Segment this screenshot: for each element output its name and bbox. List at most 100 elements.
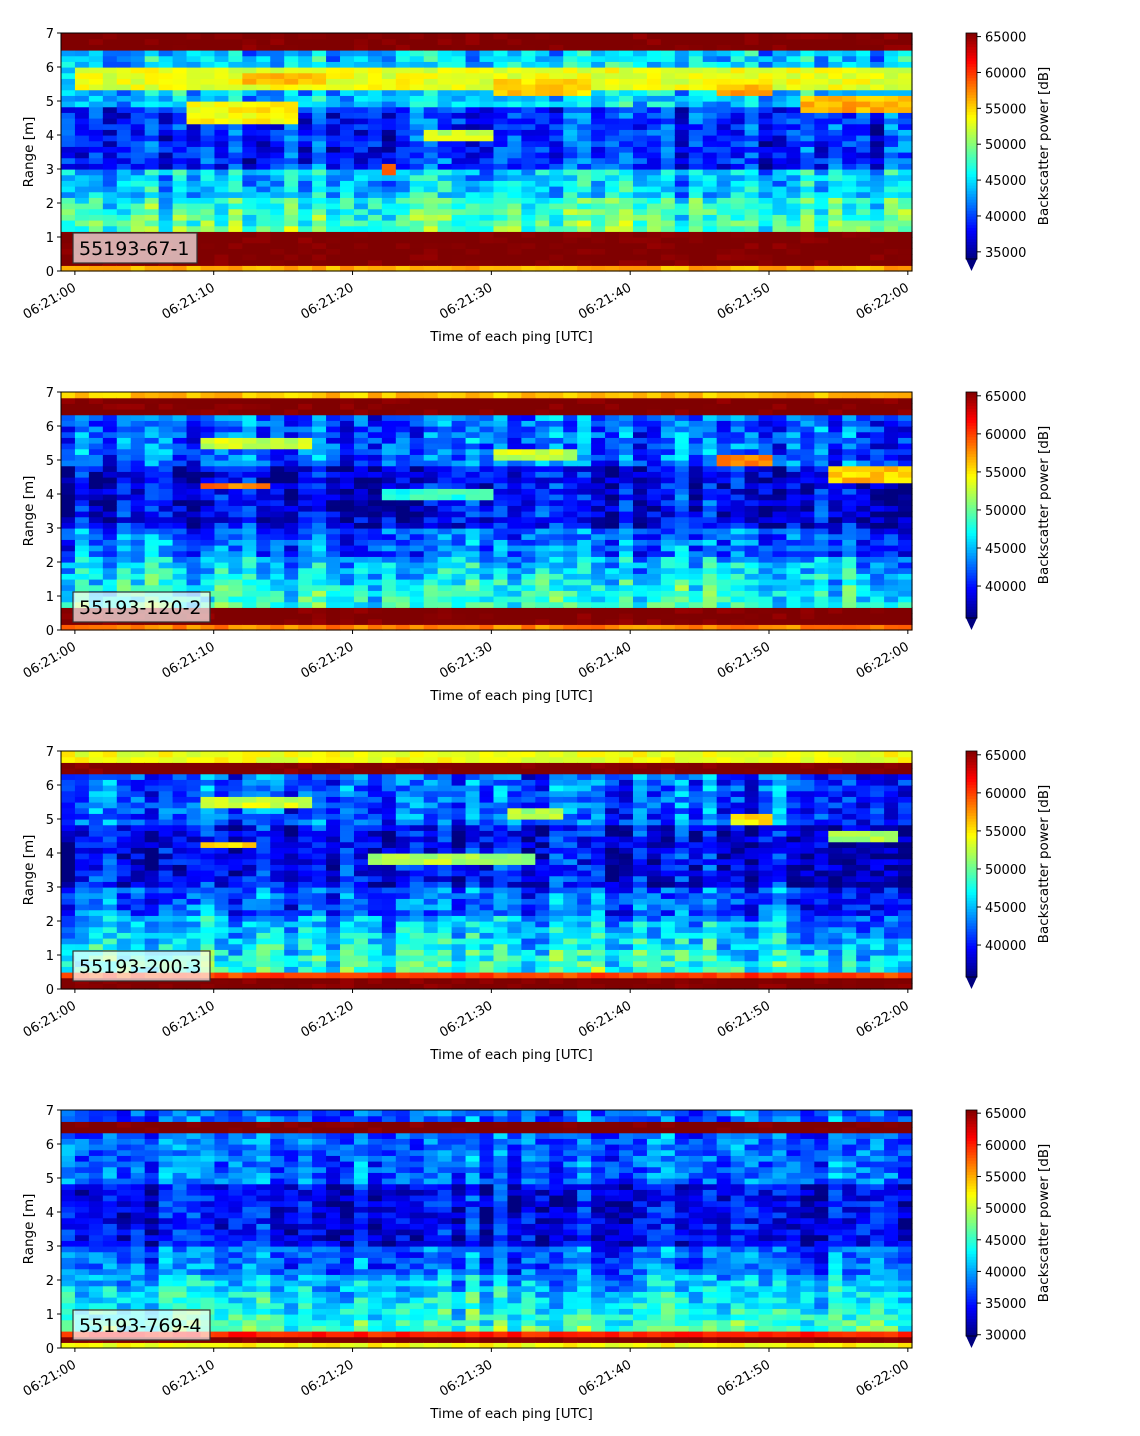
colorbar-extend-arrow	[966, 259, 977, 271]
heatmap-cell	[730, 448, 746, 455]
heatmap-cell	[507, 208, 522, 215]
heatmap-cell	[898, 44, 913, 51]
heatmap-cell	[465, 533, 481, 540]
heatmap-cell	[591, 584, 606, 591]
heatmap-cell	[270, 67, 285, 74]
heatmap-cell	[465, 44, 481, 51]
heatmap-cell	[186, 488, 202, 495]
heatmap-cell	[144, 50, 160, 57]
heatmap-cell	[493, 511, 509, 518]
heatmap-cell	[744, 624, 760, 631]
heatmap-cell	[521, 259, 536, 266]
heatmap-cell	[74, 157, 90, 164]
heatmap-cell	[465, 146, 481, 153]
heatmap-cell	[423, 477, 439, 484]
heatmap-cell	[535, 146, 550, 153]
heatmap-cell	[716, 465, 732, 472]
heatmap-cell	[856, 163, 871, 170]
heatmap-cell	[577, 409, 592, 416]
heatmap-cell	[242, 567, 257, 574]
heatmap-cell	[340, 511, 355, 518]
heatmap-cell	[716, 50, 732, 57]
heatmap-cell	[326, 220, 341, 227]
heatmap-cell	[521, 237, 536, 244]
heatmap-cell	[242, 437, 257, 444]
heatmap-cell	[493, 265, 509, 272]
heatmap-cell	[102, 44, 118, 51]
heatmap-cell	[340, 397, 355, 404]
heatmap-cell	[688, 186, 704, 193]
heatmap-cell	[437, 590, 453, 597]
heatmap-cell	[632, 511, 648, 518]
heatmap-cell	[632, 89, 648, 96]
heatmap-cell	[549, 152, 564, 159]
heatmap-cell	[535, 33, 550, 40]
heatmap-cell	[758, 112, 774, 119]
heatmap-cell	[688, 220, 704, 227]
heatmap-cell	[423, 254, 439, 261]
heatmap-cell	[242, 157, 257, 164]
heatmap-cell	[563, 152, 578, 159]
heatmap-cell	[465, 488, 481, 495]
heatmap-cell	[88, 431, 104, 438]
heatmap-cell	[549, 528, 564, 535]
heatmap-cell	[298, 505, 313, 512]
heatmap-cell	[395, 454, 411, 461]
colorbar-segment	[966, 129, 977, 133]
heatmap-cell	[298, 488, 313, 495]
colorbar-frame	[965, 32, 978, 260]
heatmap-cell	[395, 259, 411, 266]
heatmap-cell	[284, 38, 299, 45]
heatmap-cell	[493, 254, 509, 261]
heatmap-cell	[74, 146, 90, 153]
heatmap-cell	[577, 220, 592, 227]
heatmap-cell	[437, 135, 453, 142]
heatmap-cell	[577, 392, 592, 399]
heatmap-cell	[800, 203, 815, 210]
heatmap-cell	[451, 157, 467, 164]
heatmap-cell	[744, 499, 760, 506]
heatmap-cell	[842, 67, 857, 74]
heatmap-cell	[549, 488, 564, 495]
heatmap-cell	[270, 431, 285, 438]
heatmap-cell	[214, 505, 230, 512]
heatmap-cell	[772, 152, 788, 159]
heatmap-cell	[381, 95, 397, 102]
heatmap-cell	[632, 465, 648, 472]
heatmap-cell	[284, 78, 299, 85]
heatmap-cell	[898, 180, 913, 187]
heatmap-cell	[507, 112, 522, 119]
heatmap-cell	[465, 613, 481, 620]
heatmap-cell	[395, 72, 411, 79]
heatmap-cell	[367, 505, 383, 512]
heatmap-cell	[144, 163, 160, 170]
heatmap-cell	[577, 135, 592, 142]
heatmap-cell	[605, 471, 620, 478]
heatmap-cell	[284, 601, 299, 608]
heatmap-cell	[688, 397, 704, 404]
heatmap-cell	[577, 129, 592, 136]
heatmap-cell	[660, 505, 676, 512]
heatmap-cell	[74, 550, 90, 557]
heatmap-cell	[870, 259, 885, 266]
heatmap-cell	[200, 522, 216, 529]
heatmap-cell	[312, 152, 327, 159]
heatmap-cell	[409, 237, 425, 244]
heatmap-cell	[312, 186, 327, 193]
heatmap-cell	[898, 95, 913, 102]
heatmap-cell	[130, 89, 146, 96]
heatmap-cell	[632, 231, 648, 238]
heatmap-cell	[605, 259, 620, 266]
heatmap-cell	[591, 499, 606, 506]
heatmap-cell	[493, 220, 509, 227]
heatmap-cell	[423, 135, 439, 142]
heatmap-cell	[870, 129, 885, 136]
heatmap-cell	[186, 437, 202, 444]
heatmap-cell	[74, 516, 90, 523]
heatmap-cell	[591, 562, 606, 569]
heatmap-cell	[423, 426, 439, 433]
heatmap-cell	[340, 601, 355, 608]
heatmap-cell	[256, 528, 271, 535]
heatmap-cell	[102, 101, 118, 108]
heatmap-cell	[423, 72, 439, 79]
